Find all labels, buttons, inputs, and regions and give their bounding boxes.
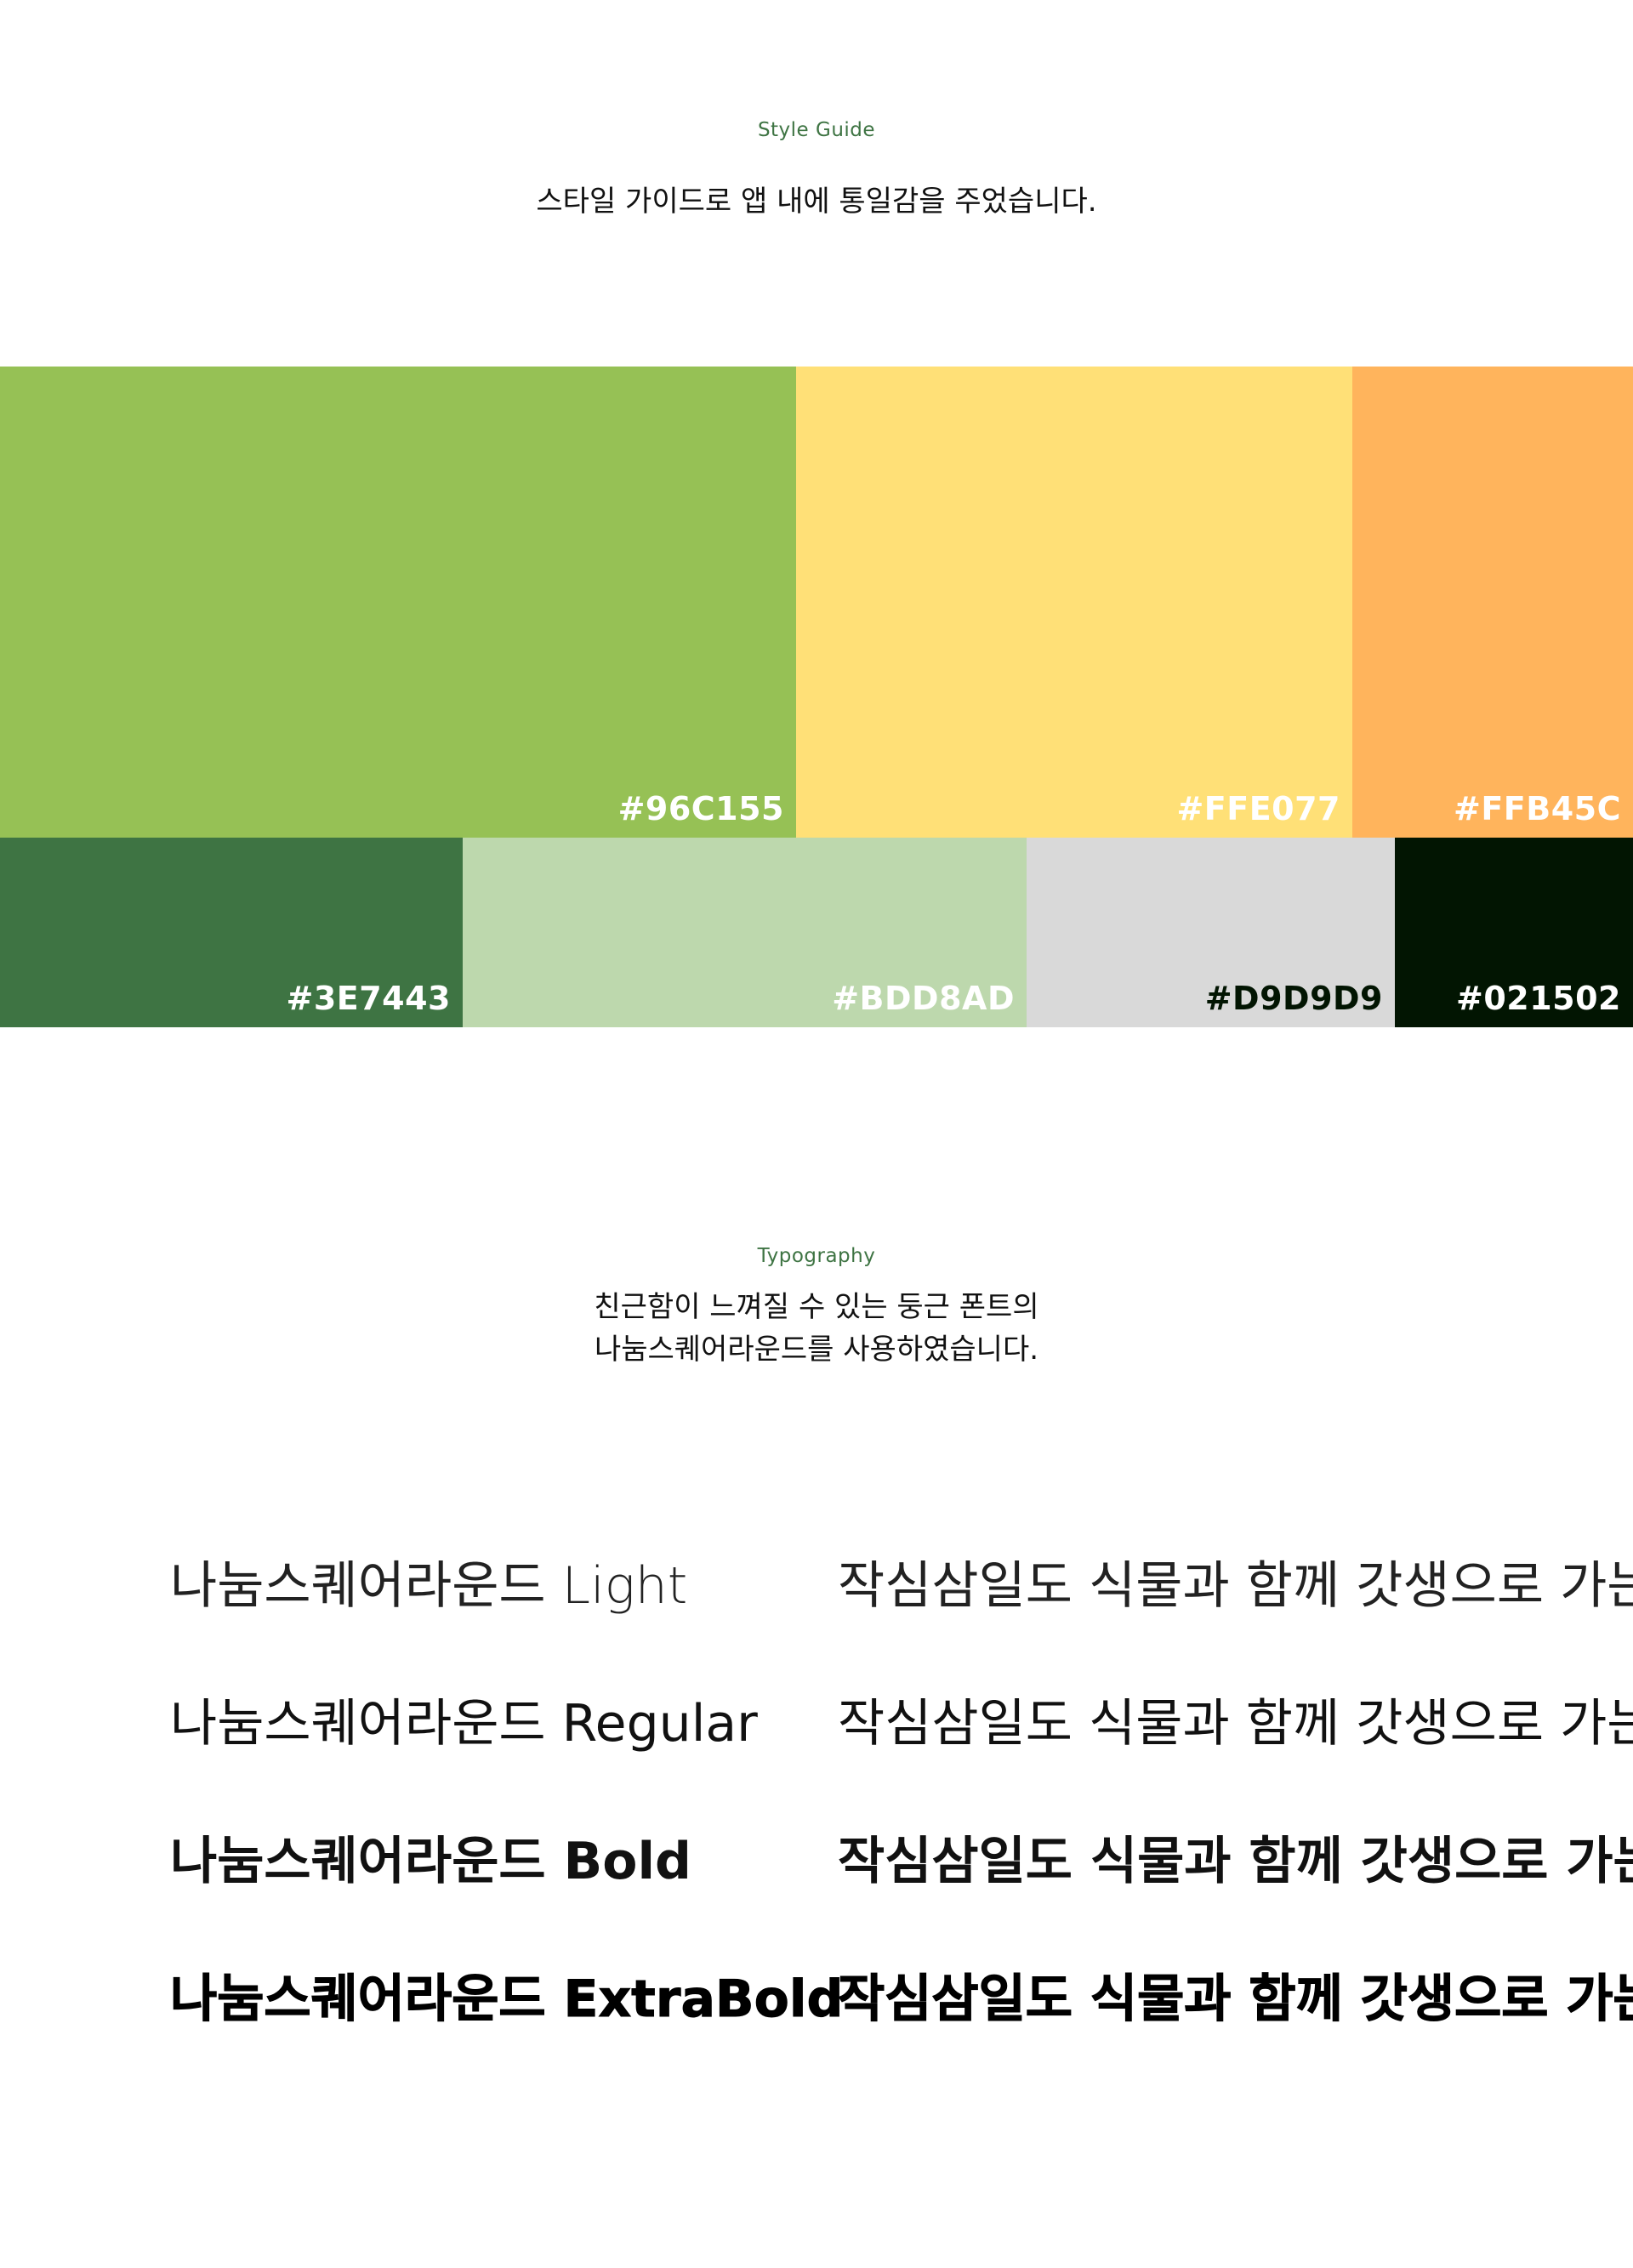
typography-description-line2: 나눔스퀘어라운드를 사용하였습니다.: [594, 1333, 1039, 1367]
font-weight-name: 나눔스퀘어라운드 Bold: [170, 1832, 691, 1891]
typography-description-line1: 친근함이 느껴질 수 있는 둥근 폰트의: [594, 1290, 1039, 1324]
font-weight-name: 나눔스퀘어라운드 ExtraBold: [169, 1970, 844, 2030]
color-hex-label: #FFE077: [1176, 790, 1340, 827]
color-swatch-ffe077: #FFE077: [796, 367, 1352, 838]
color-hex-label: #D9D9D9: [1204, 980, 1383, 1017]
font-row-bold: 나눔스퀘어라운드 Bold 작심삼일도 식물과 함께 갓생으로 가는: [0, 1823, 1633, 1900]
color-hex-label: #021502: [1456, 980, 1621, 1017]
style-guide-label: Style Guide: [757, 119, 876, 141]
font-weight-name: 나눔스퀘어라운드 Light: [170, 1556, 688, 1616]
color-hex-label: #96C155: [617, 790, 784, 827]
color-swatch-ffb45c: #FFB45C: [1352, 367, 1633, 838]
color-hex-label: #BDD8AD: [832, 980, 1015, 1017]
font-sample-text: 작심삼일도 식물과 함께 갓생으로 가는: [838, 1832, 1633, 1891]
color-swatch-bdd8ad: #BDD8AD: [463, 838, 1027, 1027]
font-sample-text: 작심삼일도 식물과 함께 갓생으로 가는: [838, 1556, 1633, 1616]
font-sample-text: 작심삼일도 식물과 함께 갓생으로 가는: [838, 1694, 1633, 1754]
color-swatch-021502: #021502: [1395, 838, 1633, 1027]
font-sample-text: 작심삼일도 식물과 함께 갓생으로 가는: [838, 1970, 1633, 2030]
style-guide-description: 스타일 가이드로 앱 내에 통일감을 주었습니다.: [536, 185, 1097, 219]
color-swatch-d9d9d9: #D9D9D9: [1027, 838, 1395, 1027]
color-swatch-96c155: #96C155: [0, 367, 796, 838]
color-hex-label: #FFB45C: [1454, 790, 1621, 827]
font-row-extrabold: 나눔스퀘어라운드 ExtraBold 작심삼일도 식물과 함께 갓생으로 가는: [0, 1961, 1633, 2038]
typography-label: Typography: [757, 1245, 876, 1267]
font-weight-name: 나눔스퀘어라운드 Regular: [170, 1694, 758, 1754]
color-swatch-3e7443: #3E7443: [0, 838, 463, 1027]
color-hex-label: #3E7443: [286, 980, 451, 1017]
font-row-regular: 나눔스퀘어라운드 Regular 작심삼일도 식물과 함께 갓생으로 가는: [0, 1685, 1633, 1762]
font-row-light: 나눔스퀘어라운드 Light 작심삼일도 식물과 함께 갓생으로 가는: [0, 1548, 1633, 1624]
